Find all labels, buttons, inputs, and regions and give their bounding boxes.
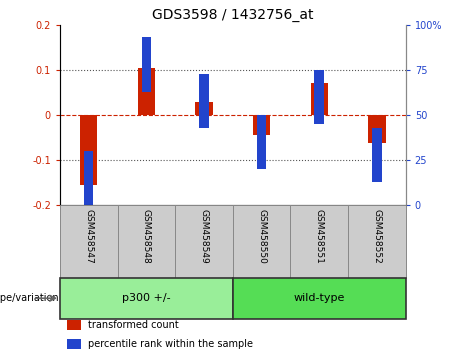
Bar: [290, 205, 348, 278]
Text: transformed count: transformed count: [88, 320, 178, 330]
Text: GSM458549: GSM458549: [200, 209, 208, 264]
Text: GSM458550: GSM458550: [257, 209, 266, 264]
Bar: [199, 74, 209, 128]
Bar: [118, 205, 175, 278]
Text: p300 +/-: p300 +/-: [122, 293, 171, 303]
Bar: [314, 70, 324, 124]
Bar: [138, 68, 155, 115]
Bar: [233, 278, 406, 319]
Text: genotype/variation: genotype/variation: [0, 293, 59, 303]
Text: GSM458547: GSM458547: [84, 209, 93, 264]
Text: GSM458548: GSM458548: [142, 209, 151, 264]
Title: GDS3598 / 1432756_at: GDS3598 / 1432756_at: [152, 8, 313, 22]
Bar: [253, 115, 270, 135]
Bar: [372, 128, 382, 182]
Text: wild-type: wild-type: [294, 293, 345, 303]
Bar: [257, 115, 266, 169]
Bar: [67, 339, 81, 349]
Text: percentile rank within the sample: percentile rank within the sample: [88, 339, 253, 349]
Bar: [142, 38, 151, 92]
Bar: [60, 205, 118, 278]
Bar: [311, 82, 328, 115]
Bar: [67, 320, 81, 330]
Text: GSM458552: GSM458552: [372, 209, 381, 264]
Bar: [175, 205, 233, 278]
Text: GSM458551: GSM458551: [315, 209, 324, 264]
Bar: [348, 205, 406, 278]
Bar: [195, 102, 213, 115]
Bar: [84, 151, 94, 205]
Bar: [80, 115, 97, 185]
Bar: [60, 278, 233, 319]
Bar: [368, 115, 385, 143]
Bar: [233, 205, 290, 278]
